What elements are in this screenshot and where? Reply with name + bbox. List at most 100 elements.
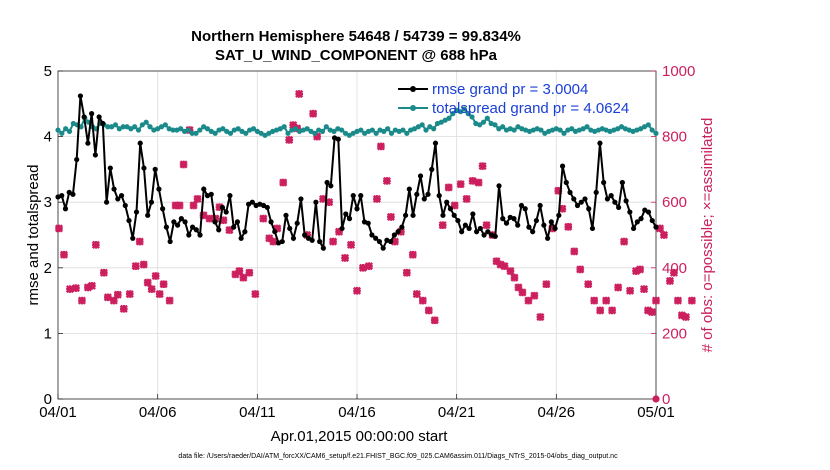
spread-point bbox=[469, 114, 475, 120]
y2-tick-label: 800 bbox=[662, 129, 687, 146]
rmse-point bbox=[470, 211, 476, 217]
spread-point bbox=[442, 117, 448, 123]
spread-point bbox=[358, 127, 364, 133]
rmse-point bbox=[115, 196, 121, 202]
obs-assimilated-point bbox=[570, 247, 579, 256]
obs-assimilated-point bbox=[636, 265, 645, 274]
obs-assimilated-point bbox=[175, 201, 184, 210]
spread-point bbox=[515, 124, 521, 130]
spread-point bbox=[185, 127, 191, 133]
obs-assimilated-point bbox=[524, 296, 533, 305]
obs-assimilated-point bbox=[165, 296, 174, 305]
spread-point bbox=[55, 127, 61, 133]
spread-point bbox=[112, 122, 119, 128]
spread-point bbox=[411, 126, 418, 132]
y-tick-label: 3 bbox=[44, 194, 52, 211]
rmse-point bbox=[373, 235, 379, 241]
obs-assimilated-point bbox=[329, 237, 338, 246]
obs-assimilated-point bbox=[99, 268, 108, 277]
rmse-point bbox=[376, 238, 383, 245]
spread-point bbox=[162, 122, 168, 128]
obs-assimilated-point bbox=[438, 221, 447, 230]
obs-assimilated-point bbox=[602, 296, 611, 305]
legend: rmse grand pr = 3.0004 totalspread grand… bbox=[398, 81, 629, 117]
obs-assimilated-point bbox=[647, 308, 657, 317]
spread-point bbox=[653, 130, 659, 136]
y-tick-label: 2 bbox=[44, 260, 52, 277]
spread-point bbox=[212, 130, 218, 136]
rmse-point bbox=[410, 212, 416, 218]
obs-assimilated-point bbox=[109, 296, 118, 305]
rmse-point bbox=[436, 193, 442, 199]
rmse-point bbox=[399, 224, 405, 230]
obs-assimilated-point bbox=[474, 178, 483, 187]
obs-assimilated-point bbox=[155, 289, 164, 299]
obs-assimilated-point bbox=[235, 267, 244, 276]
spread-point bbox=[262, 132, 268, 138]
obs-assimilated-point bbox=[147, 285, 156, 294]
rmse-point bbox=[141, 165, 147, 171]
rmse-point bbox=[283, 212, 289, 218]
obs-assimilated-point bbox=[412, 289, 421, 299]
rmse-point bbox=[227, 193, 233, 199]
rmse-point bbox=[126, 217, 132, 224]
rmse-point bbox=[197, 232, 203, 238]
rmse-point bbox=[133, 209, 140, 215]
rmse-point bbox=[402, 212, 409, 218]
obs-assimilated-point bbox=[608, 306, 617, 315]
rmse-point bbox=[201, 186, 207, 192]
rmse-point bbox=[391, 232, 397, 238]
obs-assimilated-point bbox=[239, 273, 248, 282]
spread-point bbox=[641, 124, 648, 130]
footnote-data-file: data file: /Users/raeder/DAI/ATM_forcXX/… bbox=[178, 453, 618, 460]
rmse-point bbox=[537, 202, 543, 209]
spread-point bbox=[220, 126, 226, 132]
obs-assimilated-point bbox=[279, 178, 288, 187]
spread-point bbox=[63, 126, 69, 132]
rmse-point bbox=[518, 202, 525, 209]
rmse-point bbox=[264, 204, 270, 211]
y2-tick-label: 0 bbox=[662, 391, 670, 408]
obs-assimilated-point bbox=[382, 176, 391, 185]
rmse-point bbox=[212, 219, 218, 225]
x-tick-label: 04/01 bbox=[39, 404, 77, 421]
spread-point bbox=[500, 124, 506, 130]
obs-assimilated-point bbox=[408, 250, 417, 259]
rmse-point bbox=[96, 114, 102, 120]
rmse-point bbox=[130, 235, 136, 241]
rmse-point bbox=[167, 238, 173, 245]
spread-point bbox=[258, 130, 264, 136]
obs-assimilated-point bbox=[205, 214, 214, 223]
rmse-point bbox=[62, 206, 69, 212]
rmse-point bbox=[309, 237, 315, 243]
obs-assimilated-point bbox=[651, 296, 661, 305]
obs-assimilated-point bbox=[564, 222, 573, 231]
spread-point bbox=[319, 128, 326, 134]
obs-assimilated-point bbox=[295, 89, 304, 99]
rmse-point bbox=[451, 212, 457, 218]
rmse-point bbox=[533, 217, 540, 224]
obs-assimilated-point bbox=[87, 281, 96, 290]
rmse-point bbox=[186, 232, 192, 238]
obs-assimilated-point bbox=[542, 280, 551, 289]
chart-subtitle: SAT_U_WIND_COMPONENT @ 688 hPa bbox=[215, 47, 498, 64]
obs-assimilated-point bbox=[430, 316, 439, 325]
spread-point bbox=[132, 124, 138, 130]
x-tick-label: 05/01 bbox=[637, 404, 675, 421]
rmse-point bbox=[459, 229, 465, 235]
rmse-point bbox=[444, 199, 450, 205]
chart-title: Northern Hemisphere 54648 / 54739 = 99.8… bbox=[191, 28, 521, 45]
spread-point bbox=[339, 127, 345, 133]
rmse-point bbox=[223, 209, 229, 215]
rmse-point bbox=[481, 232, 487, 238]
spread-point bbox=[105, 124, 111, 130]
rmse-point bbox=[380, 245, 386, 251]
rmse-point bbox=[175, 222, 181, 228]
y2-tick-label: 1000 bbox=[662, 63, 695, 80]
rmse-point bbox=[339, 225, 345, 232]
rmse-point bbox=[545, 235, 551, 241]
y2-axis-label: # of obs: o=possible; ×=assimilated bbox=[699, 118, 716, 353]
rmse-point bbox=[335, 136, 341, 142]
rmse-point bbox=[627, 209, 633, 215]
spread-point bbox=[362, 130, 368, 136]
